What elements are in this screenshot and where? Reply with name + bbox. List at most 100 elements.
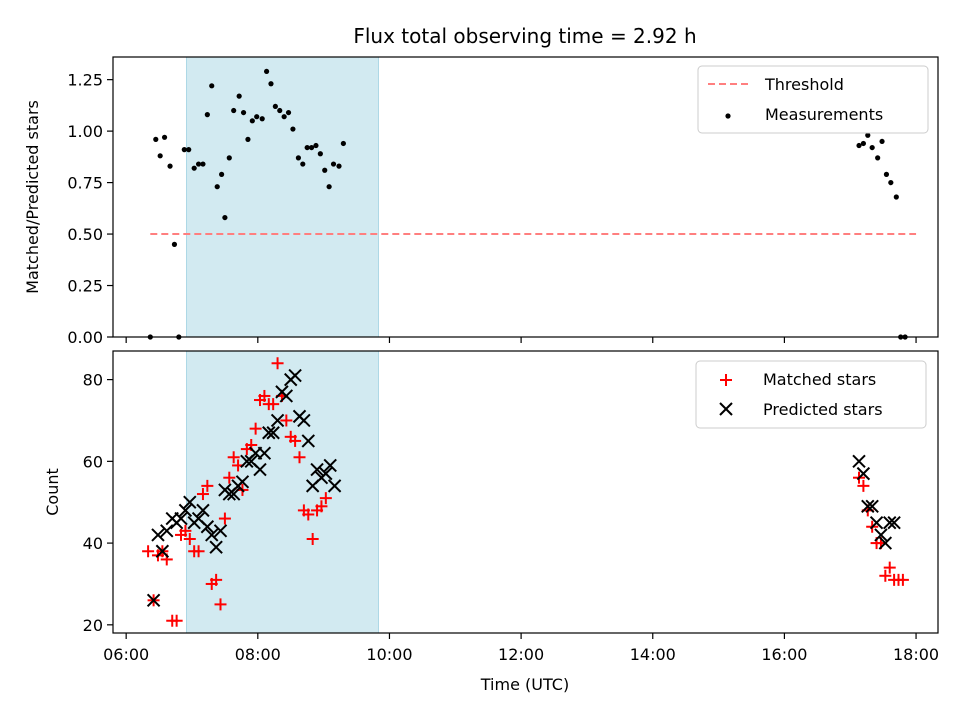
- matched-star-point: [879, 569, 892, 582]
- chart-title: Flux total observing time = 2.92 h: [353, 24, 696, 48]
- matched-star-point: [319, 492, 332, 505]
- matched-star-point: [183, 533, 196, 545]
- predicted-star-point: [155, 544, 170, 558]
- measurement-point: [281, 114, 287, 120]
- predicted-star-point: [874, 528, 888, 542]
- legend-matched-swatch: [720, 374, 732, 386]
- bottom-y-tick-label: 60: [83, 452, 103, 471]
- predicted-star-point: [297, 413, 311, 428]
- x-tick-label: 10:00: [366, 645, 412, 664]
- predicted-star-point: [160, 524, 174, 538]
- top-y-tick-label: 1.00: [67, 122, 103, 141]
- bottom-axes-frame: [112, 350, 939, 634]
- measurement-point: [869, 144, 875, 151]
- legend-threshold-label: Threshold: [764, 75, 844, 94]
- predicted-star-point: [213, 524, 228, 538]
- x-tick-label: 16:00: [761, 645, 807, 664]
- measurement-point: [204, 112, 210, 118]
- predicted-star-point: [174, 511, 188, 526]
- top-y-tick-label: 0.00: [67, 328, 103, 347]
- predicted-star-point: [200, 520, 215, 534]
- predicted-star-point: [146, 593, 161, 608]
- matched-star-point: [293, 451, 306, 464]
- measurement-point: [340, 140, 346, 147]
- measurement-point: [272, 103, 278, 110]
- measurement-point: [875, 155, 881, 161]
- predicted-star-point: [883, 515, 897, 530]
- measurement-point: [249, 118, 255, 124]
- top-y-tick-label: 0.75: [67, 174, 103, 193]
- measurement-point: [226, 155, 232, 161]
- predicted-star-point: [310, 462, 324, 477]
- matched-star-point: [214, 598, 227, 611]
- measurement-point: [171, 241, 178, 247]
- predicted-star-point: [205, 528, 219, 542]
- predicted-star-point: [865, 499, 879, 514]
- bottom-y-tick-label: 80: [83, 371, 103, 390]
- bottom-y-tick-label: 20: [83, 616, 103, 635]
- measurement-point: [888, 179, 894, 186]
- legend-measurements-swatch: [725, 113, 731, 119]
- matched-star-point: [170, 614, 183, 627]
- predicted-star-point: [196, 503, 210, 518]
- measurement-point: [865, 132, 871, 138]
- top-y-axis-label: Matched/Predicted stars: [23, 100, 42, 294]
- predicted-star-point: [869, 515, 884, 530]
- predicted-star-point: [266, 426, 280, 440]
- bottom-legend-box: [695, 360, 927, 429]
- bottom-y-axis-label: Count: [43, 468, 62, 516]
- measurement-point: [308, 144, 315, 151]
- predicted-star-point: [253, 462, 267, 477]
- predicted-star-point: [288, 368, 302, 383]
- measurement-point: [285, 109, 292, 116]
- predicted-star-point: [270, 413, 285, 428]
- matched-star-point: [179, 524, 192, 537]
- legend-matched-label: Matched stars: [763, 370, 876, 389]
- measurement-point: [317, 151, 323, 157]
- measurement-point: [336, 163, 342, 169]
- measurement-point: [277, 107, 283, 114]
- predicted-star-point: [319, 466, 333, 481]
- matched-star-point: [857, 479, 870, 492]
- predicted-star-point: [878, 536, 893, 550]
- x-tick-label: 18:00: [893, 645, 939, 664]
- x-axis-label: Time (UTC): [480, 675, 569, 694]
- predicted-star-point: [178, 503, 193, 518]
- matched-star-point: [196, 488, 209, 501]
- measurement-point: [883, 171, 890, 177]
- predicted-star-point: [226, 487, 241, 501]
- predicted-star-point: [279, 389, 294, 403]
- matched-star-point: [218, 512, 231, 525]
- measurement-point: [222, 214, 228, 221]
- measurement-point: [209, 83, 215, 89]
- measurement-point: [186, 147, 192, 153]
- bottom-y-tick-label: 40: [83, 534, 103, 553]
- measurement-point: [879, 138, 885, 145]
- predicted-star-point: [861, 499, 875, 514]
- matched-star-point: [306, 533, 319, 545]
- matched-star-point: [223, 471, 236, 484]
- bottom-legend: Matched stars Predicted stars: [695, 360, 927, 429]
- top-legend-box: [697, 65, 929, 134]
- measurement-point: [153, 136, 159, 142]
- top-y-tick-label: 0.25: [67, 277, 103, 296]
- matched-star-point: [289, 434, 302, 447]
- measurement-point: [245, 136, 251, 142]
- measurement-point: [161, 134, 168, 140]
- measurement-point: [191, 165, 197, 171]
- measurement-point: [330, 161, 337, 167]
- matched-star-point: [192, 545, 205, 558]
- measurement-point: [893, 194, 899, 200]
- measurement-point: [167, 163, 173, 169]
- matched-star-point: [258, 389, 271, 402]
- predicted-star-point: [323, 458, 337, 473]
- matched-star-point: [302, 508, 315, 521]
- measurement-point: [157, 153, 163, 159]
- measurement-point: [236, 93, 242, 99]
- predicted-star-point: [235, 475, 250, 489]
- matched-star-point: [227, 451, 240, 464]
- matched-star-point: [896, 573, 909, 586]
- measurement-point: [254, 114, 260, 120]
- bottom-panel: 20 40 60 80 06:00 08:00 10:00 12:00 14:00 16:00 1…: [43, 350, 939, 694]
